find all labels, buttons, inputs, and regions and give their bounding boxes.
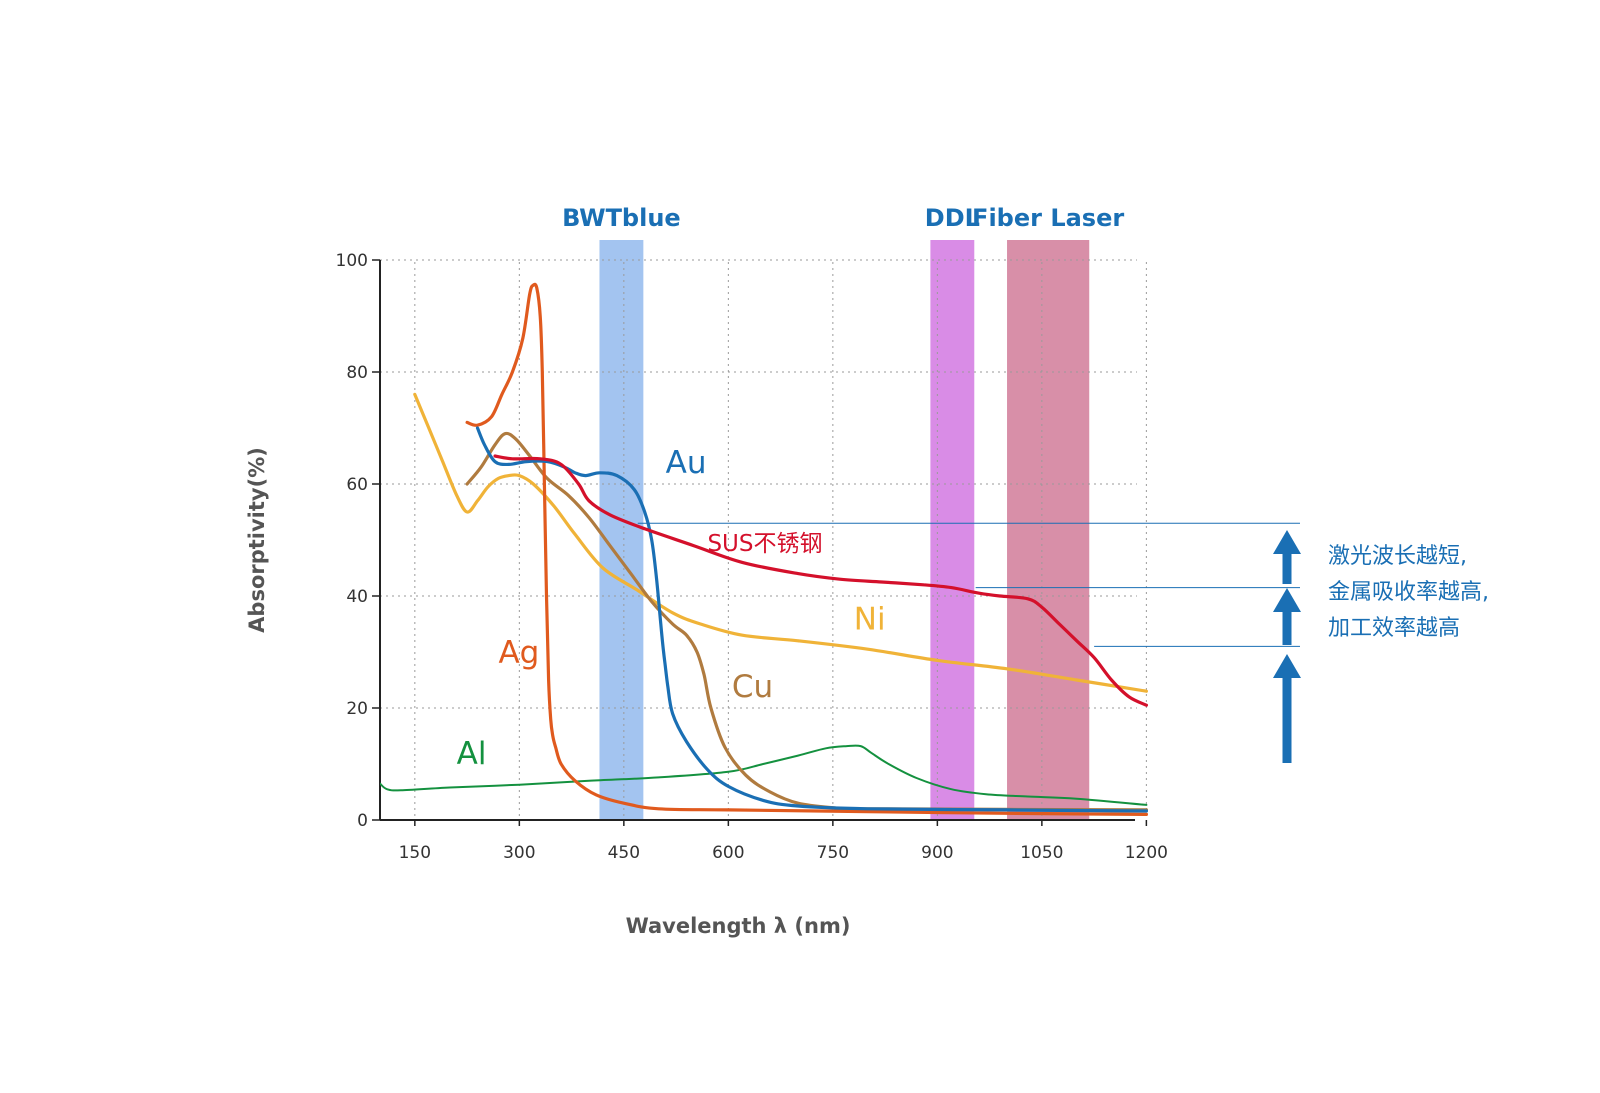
series-label-Ag: Ag xyxy=(498,635,539,671)
x-tick-label-6: 1050 xyxy=(1020,843,1063,863)
x-tick-label-4: 750 xyxy=(817,843,849,863)
annotation-line-3: 加工效率越高 xyxy=(1328,616,1460,641)
threshold-lines xyxy=(637,522,1300,647)
arrow-shaft-0 xyxy=(1282,553,1292,584)
band-1 xyxy=(930,240,975,820)
series-Al-line xyxy=(380,744,1148,806)
y-tick-label-0: 0 xyxy=(357,811,368,831)
series-label-Cu: Cu xyxy=(732,669,773,705)
x-tick-label-2: 450 xyxy=(608,843,640,863)
arrows xyxy=(1273,530,1301,763)
ticks: 150 300 450 600 750 900 1050 1200 0 20 40 60 80 100 xyxy=(336,251,1168,863)
y-tick-label-3: 60 xyxy=(346,475,368,495)
arrow-head-2 xyxy=(1273,654,1301,678)
series-label-Al: Al xyxy=(457,736,487,772)
annotation-line-2: 金属吸收率越高, xyxy=(1328,580,1489,605)
x-axis-title: Wavelength λ (nm) xyxy=(626,914,851,938)
y-tick-label-2: 40 xyxy=(346,587,368,607)
y-tick-label-1: 20 xyxy=(346,699,368,719)
series-label-Au: Au xyxy=(666,445,707,481)
series-Ni-line xyxy=(413,392,1148,693)
x-tick-label-7: 1200 xyxy=(1125,843,1168,863)
series-label-Ni: Ni xyxy=(854,602,886,638)
series-Cu-line xyxy=(465,431,1148,812)
series-Ag-line xyxy=(465,282,1148,816)
arrow-head-0 xyxy=(1273,530,1301,554)
grid xyxy=(380,259,1147,820)
x-tick-label-5: 900 xyxy=(921,843,953,863)
annotation-text: 激光波长越短, 金属吸收率越高, 加工效率越高 xyxy=(1328,544,1489,641)
series-label-SUS: SUS不锈钢 xyxy=(707,531,822,557)
annotation-line-1: 激光波长越短, xyxy=(1328,544,1467,569)
series-Au-line xyxy=(475,426,1148,813)
band-label-1: DDL xyxy=(925,204,980,232)
band-label-0: BWTblue xyxy=(562,204,681,232)
y-axis-title: Absorptivity(%) xyxy=(245,447,269,633)
band-label-2: Fiber Laser xyxy=(972,204,1124,232)
x-tick-label-1: 300 xyxy=(503,843,535,863)
series-SUS-line xyxy=(493,454,1148,707)
arrow-shaft-2 xyxy=(1282,677,1292,763)
band-2 xyxy=(1007,240,1090,820)
series-labels: Ag Au Cu SUS不锈钢 Ni Al xyxy=(457,445,886,772)
arrow-shaft-1 xyxy=(1282,611,1292,645)
arrow-head-1 xyxy=(1273,588,1301,612)
axes xyxy=(379,260,1135,821)
band-0 xyxy=(599,240,644,820)
series-lines xyxy=(380,282,1148,816)
x-tick-label-3: 600 xyxy=(712,843,744,863)
x-tick-label-0: 150 xyxy=(399,843,431,863)
y-tick-label-4: 80 xyxy=(346,363,368,383)
y-tick-label-5: 100 xyxy=(336,251,368,271)
